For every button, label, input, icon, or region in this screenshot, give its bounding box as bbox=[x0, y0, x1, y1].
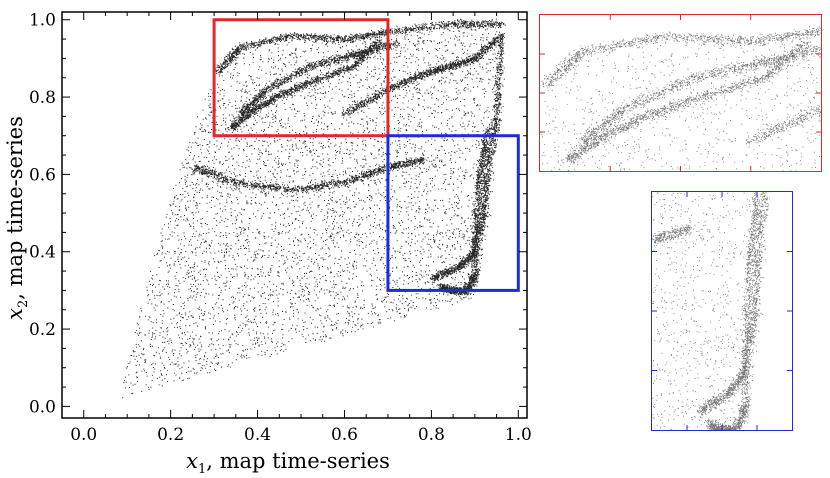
axis-ticks: 0.0 0.2 0.4 0.6 0.8 1.0 0.0 0.2 0.4 0.6 0.8 1.0 bbox=[29, 11, 532, 445]
zoom-inset-red-points bbox=[540, 26, 821, 171]
zoom-boxes bbox=[212, 18, 520, 292]
zoom-inset-blue bbox=[651, 191, 793, 431]
scatter-points bbox=[122, 18, 506, 399]
attractor-points bbox=[122, 18, 506, 399]
zoom-inset-red bbox=[539, 14, 822, 172]
zoom-inset-blue-plot bbox=[652, 192, 792, 430]
x-tick-label: 0.2 bbox=[157, 425, 184, 445]
zoom-inset-blue-points bbox=[652, 192, 770, 430]
plot-frame bbox=[61, 11, 528, 419]
zoom-inset-red-plot bbox=[540, 15, 821, 171]
x-tick-label: 0.8 bbox=[418, 425, 445, 445]
y-tick-label: 1.0 bbox=[29, 11, 56, 31]
y-tick-label: 0.8 bbox=[29, 88, 56, 108]
y-tick-label: 0.4 bbox=[29, 243, 56, 263]
zoom-box-red bbox=[212, 18, 390, 138]
x-tick-label: 0.6 bbox=[331, 425, 358, 445]
y-tick-label: 0.6 bbox=[29, 165, 56, 185]
x-axis-label: x1, map time-series bbox=[186, 449, 390, 477]
y-tick-label: 0.0 bbox=[29, 397, 56, 417]
x-tick-label: 1.0 bbox=[505, 425, 532, 445]
x-tick-label: 0.4 bbox=[244, 425, 271, 445]
zoom-box-blue bbox=[386, 134, 520, 292]
y-tick-label: 0.2 bbox=[29, 320, 56, 340]
y-axis-label: x2, map time-series bbox=[3, 116, 31, 320]
x-tick-label: 0.0 bbox=[70, 425, 97, 445]
